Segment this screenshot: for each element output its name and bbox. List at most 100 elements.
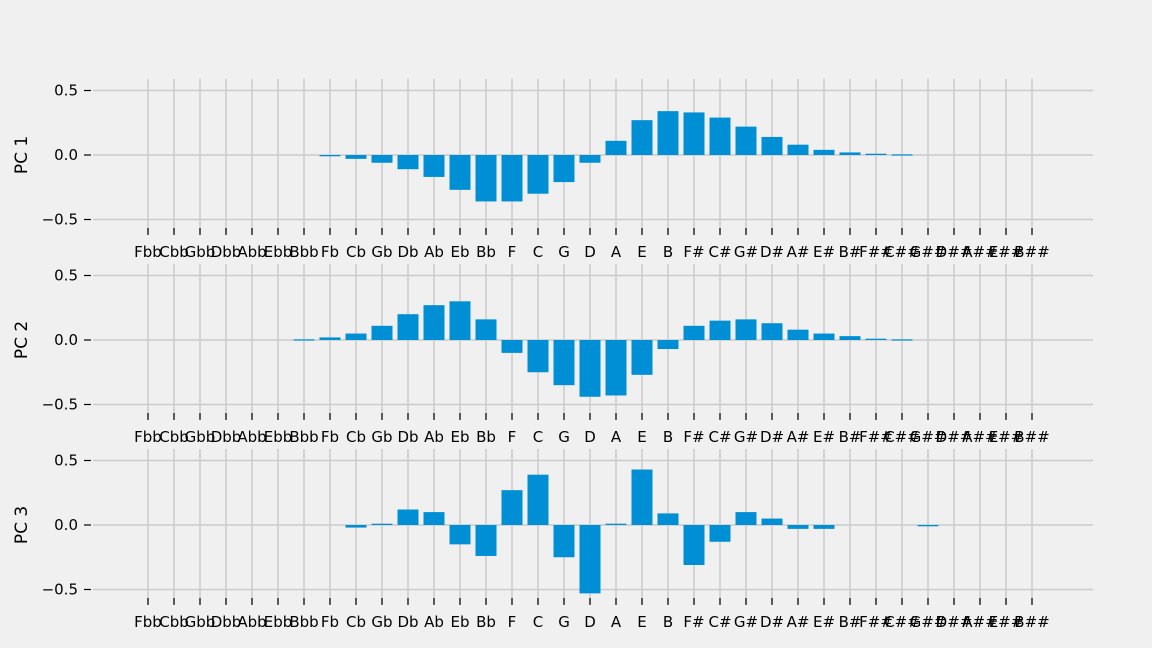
x-tick-label: E#	[813, 613, 835, 631]
x-tick-label: Gb	[371, 243, 392, 261]
x-tick-label: F	[508, 613, 517, 631]
bar-F##	[865, 153, 887, 155]
x-tick-label: A##	[962, 243, 997, 261]
x-tick-label: Fb	[321, 613, 339, 631]
bar-C#	[709, 117, 731, 155]
bar-B#	[839, 152, 861, 155]
x-tick-label: Dbb	[211, 243, 242, 261]
bar-C#	[709, 320, 731, 340]
x-tick-label: B	[663, 243, 673, 261]
bar-E	[631, 340, 653, 375]
bar-C#	[709, 525, 731, 542]
x-tick-label: Ab	[424, 613, 444, 631]
bar-A	[605, 523, 627, 525]
bar-Bbb	[293, 339, 315, 341]
bar-Gb	[371, 523, 393, 525]
x-tick-label: Gb	[371, 428, 392, 446]
bar-B#	[839, 336, 861, 340]
bar-G	[553, 155, 575, 183]
bar-Db	[397, 314, 419, 340]
x-tick-label: A	[611, 613, 622, 631]
x-tick-label: Abb	[237, 428, 266, 446]
x-tick-label: Cbb	[159, 428, 189, 446]
x-tick-label: A#	[787, 428, 810, 446]
x-tick-label: C	[533, 613, 543, 631]
bar-A	[605, 140, 627, 155]
bar-D	[579, 155, 601, 163]
bar-D	[579, 340, 601, 397]
x-tick-label: Bbb	[289, 243, 318, 261]
x-tick-label: C##	[884, 243, 920, 261]
x-tick-label: C#	[708, 613, 731, 631]
x-tick-label: A#	[787, 243, 810, 261]
bar-G#	[735, 512, 757, 525]
bar-F#	[683, 325, 705, 340]
x-tick-label: D#	[760, 243, 784, 261]
x-tick-label: E#	[813, 428, 835, 446]
x-tick-label: E##	[989, 613, 1024, 631]
y-tick-label: −0.5	[42, 211, 78, 229]
x-tick-label: G##	[910, 613, 947, 631]
x-tick-label: E	[637, 428, 646, 446]
x-tick-label: E##	[989, 243, 1024, 261]
bar-F	[501, 490, 523, 525]
x-tick-label: B##	[1014, 613, 1049, 631]
x-tick-label: Fb	[321, 428, 339, 446]
y-tick-label: 0.5	[54, 82, 78, 100]
x-tick-label: E	[637, 613, 646, 631]
bar-E#	[813, 333, 835, 340]
bar-Cb	[345, 333, 367, 340]
x-tick-label: G##	[910, 428, 947, 446]
y-tick-label: 0.5	[54, 452, 78, 470]
x-tick-label: Gbb	[185, 243, 216, 261]
y-tick-label: −0.5	[42, 396, 78, 414]
bar-D#	[761, 323, 783, 340]
bar-F	[501, 340, 523, 353]
bar-Eb	[449, 301, 471, 340]
x-tick-label: F	[508, 243, 517, 261]
x-tick-label: Bbb	[289, 613, 318, 631]
x-tick-label: Gb	[371, 613, 392, 631]
bar-A	[605, 340, 627, 396]
x-tick-label: D##	[936, 428, 973, 446]
x-tick-label: C#	[708, 243, 731, 261]
bar-F#	[683, 112, 705, 155]
bar-Bb	[475, 155, 497, 202]
x-tick-label: Ebb	[264, 428, 293, 446]
x-tick-label: B#	[839, 613, 862, 631]
x-tick-label: Bb	[476, 243, 496, 261]
x-tick-label: F#	[683, 613, 704, 631]
bar-C##	[891, 154, 913, 156]
x-tick-label: Cb	[346, 243, 366, 261]
x-tick-label: Fbb	[134, 243, 162, 261]
x-tick-label: F##	[859, 428, 893, 446]
x-tick-label: Cb	[346, 428, 366, 446]
x-tick-label: D##	[936, 613, 973, 631]
x-tick-label: B	[663, 613, 673, 631]
bar-A#	[787, 329, 809, 340]
y-axis-label: PC 3	[12, 506, 32, 544]
bar-Db	[397, 509, 419, 525]
bar-C	[527, 474, 549, 525]
x-tick-label: G##	[910, 243, 947, 261]
x-tick-label: B	[663, 428, 673, 446]
x-tick-label: C#	[708, 428, 731, 446]
x-tick-label: A##	[962, 428, 997, 446]
bar-G#	[735, 126, 757, 155]
x-tick-label: Abb	[237, 243, 266, 261]
bar-Cb	[345, 155, 367, 159]
x-tick-label: Gbb	[185, 613, 216, 631]
x-tick-label: E#	[813, 243, 835, 261]
x-tick-label: B#	[839, 428, 862, 446]
x-tick-label: F##	[859, 613, 893, 631]
x-tick-label: C	[533, 243, 543, 261]
x-tick-label: G#	[734, 613, 758, 631]
x-tick-label: Eb	[451, 428, 470, 446]
x-tick-label: C##	[884, 613, 920, 631]
x-tick-label: A	[611, 243, 622, 261]
x-tick-label: G#	[734, 428, 758, 446]
bar-D#	[761, 136, 783, 155]
